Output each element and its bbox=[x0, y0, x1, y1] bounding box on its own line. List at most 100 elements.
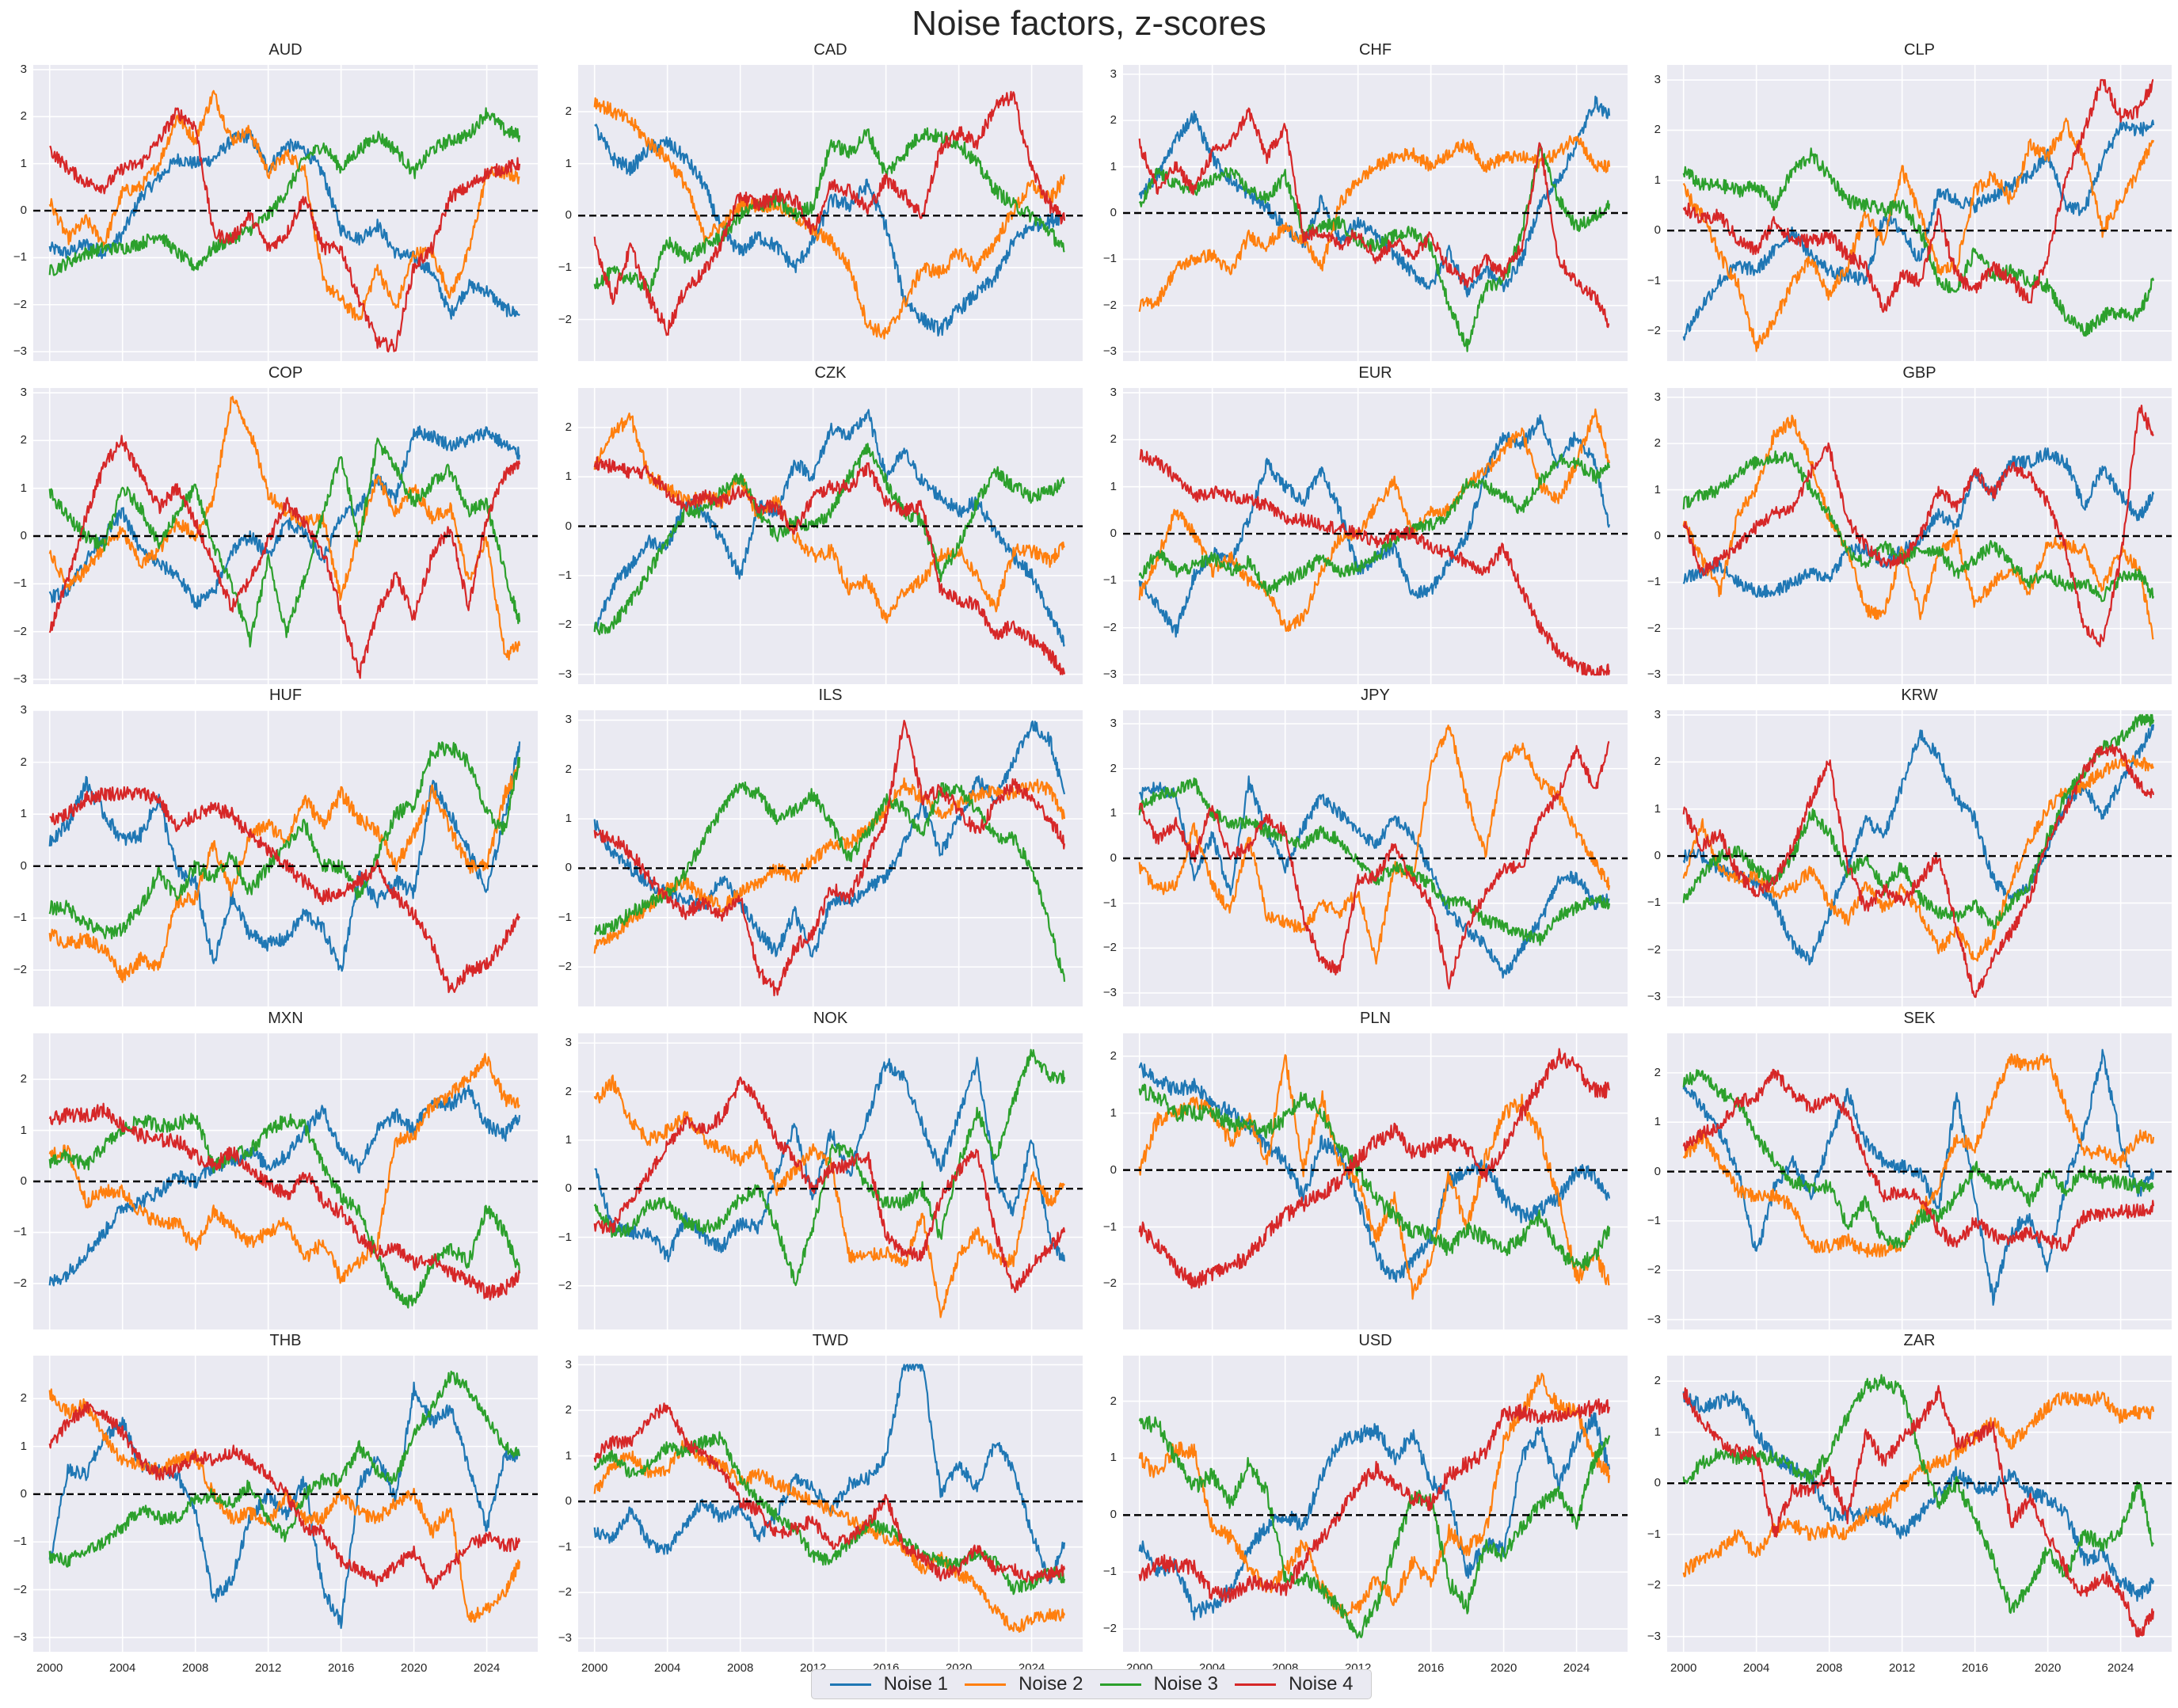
y-tick-label: −2 bbox=[13, 624, 27, 638]
y-tick-label: 3 bbox=[1654, 73, 1661, 87]
line-chart-cop bbox=[33, 388, 538, 684]
x-tick-label: 2024 bbox=[473, 1661, 501, 1675]
y-tick-label: 0 bbox=[1654, 849, 1661, 863]
y-tick-label: −2 bbox=[558, 960, 572, 974]
series-noise-4 bbox=[1682, 1385, 2155, 1638]
series-noise-4 bbox=[1682, 1068, 2155, 1252]
x-tick-label: 2000 bbox=[581, 1661, 608, 1675]
line-chart-usd bbox=[1123, 1356, 1628, 1652]
y-tick-label: 0 bbox=[1654, 529, 1661, 542]
y-tick-label: 1 bbox=[1654, 482, 1661, 496]
y-tick-label: 0 bbox=[565, 519, 572, 533]
panel-title-krw: KRW bbox=[1901, 687, 1938, 704]
x-tick-label: 2008 bbox=[181, 1661, 209, 1675]
plot-area-krw bbox=[1667, 710, 2172, 1006]
y-tick-label: −1 bbox=[1647, 1527, 1661, 1541]
y-tick-label: 3 bbox=[20, 62, 27, 76]
y-tick-label: −1 bbox=[1102, 1219, 1117, 1234]
y-tick-label: 2 bbox=[20, 433, 27, 447]
y-tick-label: 2 bbox=[1654, 436, 1661, 451]
y-tick-label: 1 bbox=[20, 156, 27, 170]
panel-title-gbp: GBP bbox=[1902, 364, 1936, 382]
x-tick-label: 2020 bbox=[400, 1661, 428, 1675]
series-noise-3 bbox=[593, 1048, 1066, 1287]
y-tick-label: −1 bbox=[1102, 1565, 1117, 1579]
series-noise-2 bbox=[1138, 408, 1611, 632]
panel-title-chf: CHF bbox=[1358, 41, 1392, 59]
series-noise-4 bbox=[593, 90, 1066, 337]
plot-area-pln bbox=[1123, 1033, 1628, 1330]
plot-area-sek bbox=[1667, 1033, 2172, 1330]
series-noise-4 bbox=[48, 1102, 521, 1301]
series-noise-2 bbox=[1138, 725, 1611, 965]
y-tick-label: −2 bbox=[1647, 942, 1661, 957]
plot-area-huf bbox=[33, 710, 538, 1006]
series-noise-1 bbox=[593, 409, 1065, 647]
legend-label: Noise 4 bbox=[1289, 1673, 1354, 1695]
y-tick-label: 2 bbox=[1654, 123, 1661, 137]
legend-label: Noise 1 bbox=[883, 1673, 948, 1695]
series-noise-3 bbox=[48, 1370, 521, 1568]
series-noise-4 bbox=[48, 1401, 521, 1590]
y-tick-label: −1 bbox=[1647, 575, 1661, 589]
line-chart-zar bbox=[1667, 1356, 2172, 1652]
panel-title-ils: ILS bbox=[818, 687, 843, 704]
series-noise-4 bbox=[593, 1076, 1066, 1293]
line-chart-chf bbox=[1123, 65, 1628, 361]
series-noise-2 bbox=[1682, 1053, 2155, 1258]
y-tick-label: −1 bbox=[558, 910, 572, 924]
plot-area-zar bbox=[1667, 1356, 2172, 1652]
y-tick-label: −2 bbox=[558, 618, 572, 632]
y-tick-label: 0 bbox=[565, 208, 572, 223]
series-noise-2 bbox=[1138, 1372, 1611, 1619]
x-tick-label: 2000 bbox=[36, 1661, 63, 1675]
y-tick-label: 0 bbox=[565, 861, 572, 875]
y-tick-label: 2 bbox=[565, 105, 572, 119]
y-tick-label: −3 bbox=[13, 671, 27, 686]
line-chart-sek bbox=[1667, 1033, 2172, 1330]
series-noise-3 bbox=[1138, 1415, 1611, 1639]
series-noise-4 bbox=[1138, 1398, 1611, 1603]
y-tick-label: 0 bbox=[20, 1486, 27, 1501]
y-tick-label: −3 bbox=[1102, 668, 1117, 682]
y-tick-label: 0 bbox=[1654, 1164, 1661, 1178]
y-tick-label: 1 bbox=[1110, 806, 1117, 820]
series-noise-3 bbox=[48, 1113, 521, 1309]
y-tick-label: −3 bbox=[558, 1630, 572, 1645]
line-chart-jpy bbox=[1123, 710, 1628, 1006]
legend-label: Noise 2 bbox=[1019, 1673, 1083, 1695]
line-chart-nok bbox=[578, 1033, 1083, 1330]
y-tick-label: 0 bbox=[1110, 1162, 1117, 1177]
x-tick-label: 2012 bbox=[254, 1661, 282, 1675]
series-noise-1 bbox=[1682, 1390, 2155, 1602]
y-tick-label: −3 bbox=[13, 344, 27, 359]
y-tick-label: −1 bbox=[13, 250, 27, 264]
series-noise-1 bbox=[48, 425, 521, 610]
y-tick-label: 1 bbox=[565, 156, 572, 170]
x-tick-label: 2020 bbox=[1490, 1661, 1517, 1675]
x-tick-label: 2016 bbox=[1417, 1661, 1445, 1675]
series-noise-1 bbox=[1138, 775, 1610, 979]
y-tick-label: 3 bbox=[1654, 390, 1661, 404]
x-tick-label: 2008 bbox=[1815, 1661, 1843, 1675]
series-noise-3 bbox=[1682, 450, 2155, 603]
y-tick-label: 1 bbox=[20, 807, 27, 821]
y-tick-label: 1 bbox=[1654, 1115, 1661, 1129]
y-tick-label: −2 bbox=[1102, 1276, 1117, 1291]
series-noise-1 bbox=[1138, 414, 1611, 638]
series-noise-3 bbox=[1682, 1069, 2154, 1250]
series-noise-3 bbox=[48, 741, 521, 940]
series-noise-3 bbox=[593, 781, 1066, 982]
y-tick-label: 1 bbox=[1110, 159, 1117, 173]
plot-area-thb bbox=[33, 1356, 538, 1652]
y-tick-label: 1 bbox=[1654, 1425, 1661, 1439]
y-tick-label: 1 bbox=[565, 1132, 572, 1147]
x-tick-label: 2024 bbox=[1563, 1661, 1590, 1675]
series-noise-1 bbox=[1682, 119, 2155, 341]
series-noise-4 bbox=[49, 786, 520, 994]
series-noise-1 bbox=[48, 1381, 521, 1630]
legend-swatch-noise-1 bbox=[829, 1683, 871, 1686]
y-tick-label: −1 bbox=[13, 1225, 27, 1239]
y-tick-label: 0 bbox=[1654, 223, 1661, 238]
y-tick-label: −1 bbox=[1647, 896, 1661, 910]
